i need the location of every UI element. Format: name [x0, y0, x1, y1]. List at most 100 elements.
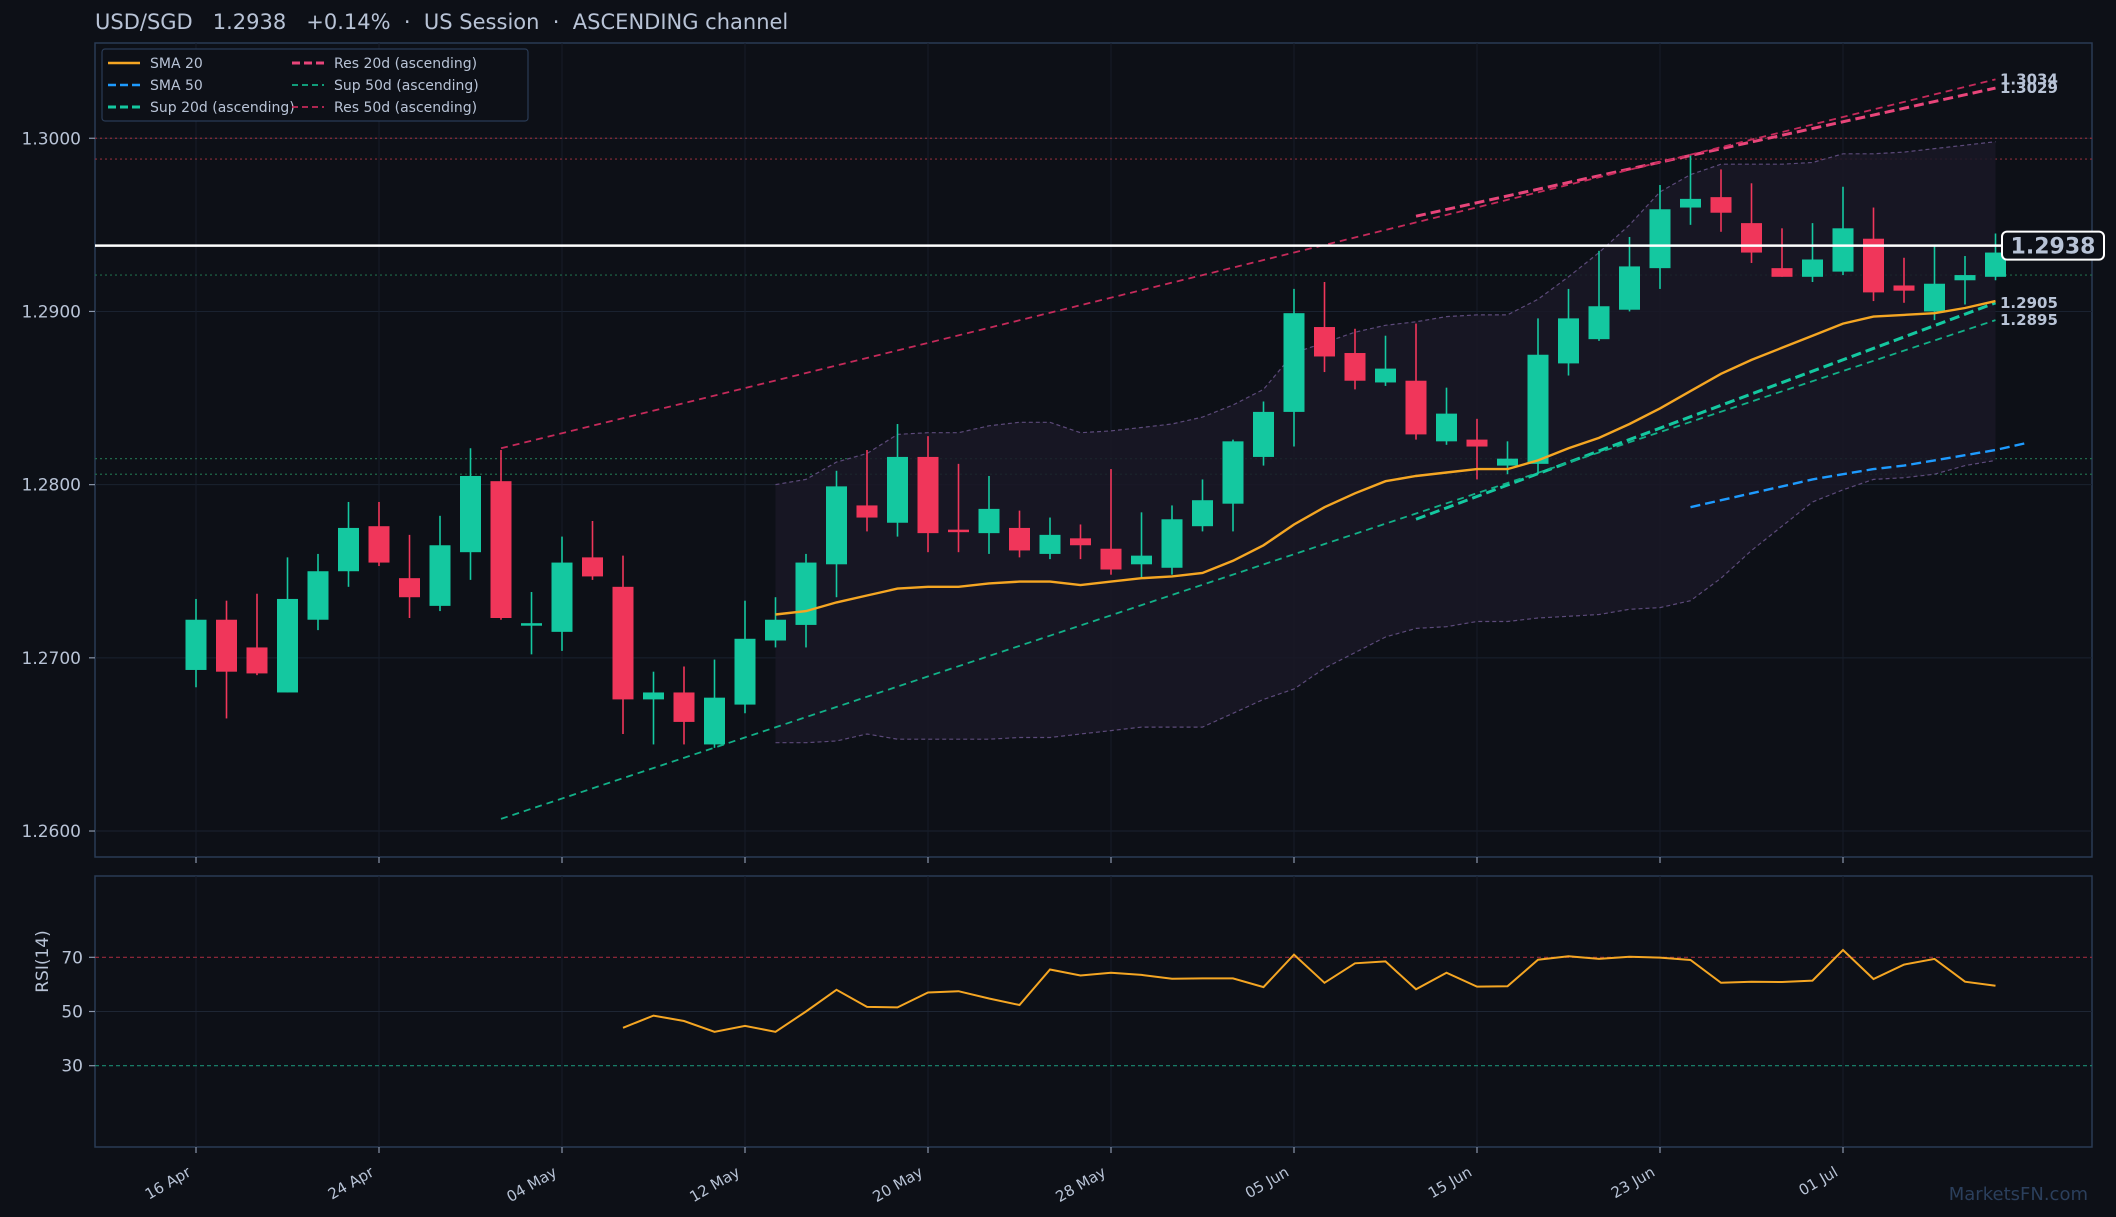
legend-label: Sup 20d (ascending): [150, 100, 295, 116]
trendline-value-label: 1.3034: [2000, 70, 2058, 88]
candle: [1527, 318, 1549, 475]
candle-body: [521, 623, 542, 626]
candle-body: [1192, 500, 1213, 527]
candle: [1283, 288, 1305, 447]
candle-body: [856, 505, 878, 518]
watermark: MarketsFN.com: [1948, 1184, 2088, 1205]
y-tick-label: 1.3000: [22, 129, 81, 149]
sma50-line: [1690, 441, 2027, 509]
candle: [673, 666, 695, 745]
candle-body: [1436, 413, 1457, 442]
candle: [948, 463, 969, 553]
candle-body: [704, 697, 725, 745]
candle: [1649, 185, 1671, 289]
candle-body: [1527, 354, 1549, 464]
candle-body: [917, 456, 939, 534]
candle: [856, 450, 878, 532]
candle: [765, 597, 786, 648]
x-tick-label: 12 May: [686, 1163, 743, 1206]
candle: [1710, 169, 1732, 232]
trendline-res-thick: [1415, 86, 1996, 218]
candle: [216, 600, 237, 719]
trendline-value-label: 1.3029: [2000, 79, 2058, 97]
candle-body: [734, 638, 756, 705]
candle-body: [1832, 228, 1854, 272]
x-tick-label: 24 Apr: [325, 1162, 378, 1203]
candle: [643, 671, 664, 745]
candle: [1344, 328, 1366, 390]
candle: [1314, 282, 1335, 373]
trendline-sup-thick: [1415, 301, 1997, 521]
candle: [1771, 228, 1793, 277]
candle-body: [1893, 285, 1915, 291]
y-tick-label: 1.2600: [22, 822, 81, 842]
trendline-value-label: 1.2895: [2000, 311, 2058, 329]
trendline-sup-thin: [500, 319, 1996, 820]
candle-body: [612, 586, 634, 700]
legend-label: SMA 50: [150, 78, 203, 94]
y-tick-label: 1.2700: [22, 649, 81, 669]
last-price-label: 1.2938: [2011, 235, 2096, 260]
candle-body: [1070, 538, 1091, 546]
legend-label: SMA 20: [150, 56, 203, 72]
candle-body: [368, 526, 390, 563]
candle-body: [1619, 266, 1640, 310]
candle: [307, 553, 329, 631]
sma20-line: [775, 299, 1996, 616]
candle: [1375, 335, 1396, 386]
candle-body: [1985, 252, 2006, 277]
x-tick-label: 01 Jul: [1796, 1163, 1841, 1200]
candle-body: [673, 692, 695, 722]
candle-body: [1741, 223, 1762, 253]
candle-body: [1253, 411, 1274, 457]
candle-body: [246, 647, 268, 674]
candle-body: [1924, 283, 1945, 312]
candle: [277, 557, 298, 693]
candle: [826, 470, 847, 598]
candle-body: [978, 508, 1000, 534]
candle: [1192, 479, 1213, 532]
candle-body: [643, 692, 664, 700]
candle: [1863, 207, 1884, 302]
candle-body: [1802, 259, 1823, 277]
candle-body: [1466, 439, 1488, 447]
candle: [368, 501, 390, 567]
legend-label: Sup 50d (ascending): [334, 78, 479, 94]
y-tick-label: 1.2900: [22, 302, 81, 322]
candle: [612, 555, 634, 735]
bollinger-upper-line: [775, 141, 1996, 486]
candle-body: [1680, 198, 1701, 208]
candle-body: [551, 562, 573, 632]
candle: [490, 450, 512, 620]
candle: [1009, 510, 1030, 558]
x-tick-label: 04 May: [503, 1163, 560, 1206]
candle-body: [399, 578, 420, 598]
candle: [1588, 250, 1610, 341]
x-tick-label: 05 Jun: [1242, 1163, 1292, 1202]
candle: [551, 536, 573, 651]
legend-label: Res 20d (ascending): [334, 56, 477, 72]
candle-body: [1009, 527, 1030, 551]
candle-body: [185, 619, 207, 670]
candle: [582, 521, 603, 580]
rsi-line: [622, 948, 1996, 1033]
rsi-y-tick-label: 30: [61, 1057, 83, 1077]
candle-body: [1283, 313, 1305, 412]
candle-body: [887, 456, 908, 523]
candle: [246, 593, 268, 676]
candle-body: [1161, 519, 1183, 568]
candle-body: [1497, 458, 1518, 466]
candle-body: [1314, 327, 1335, 357]
candle: [1954, 256, 1976, 305]
candle: [704, 659, 725, 748]
candle-body: [1405, 380, 1427, 435]
x-tick-label: 20 May: [869, 1163, 926, 1206]
x-tick-label: 15 Jun: [1425, 1163, 1475, 1202]
candle-body: [216, 619, 237, 672]
candle: [1985, 233, 2006, 281]
candle: [1893, 257, 1915, 303]
candle-body: [1863, 238, 1884, 293]
candle-body: [582, 557, 603, 577]
candle-body: [1222, 441, 1244, 504]
candle-body: [490, 481, 512, 618]
